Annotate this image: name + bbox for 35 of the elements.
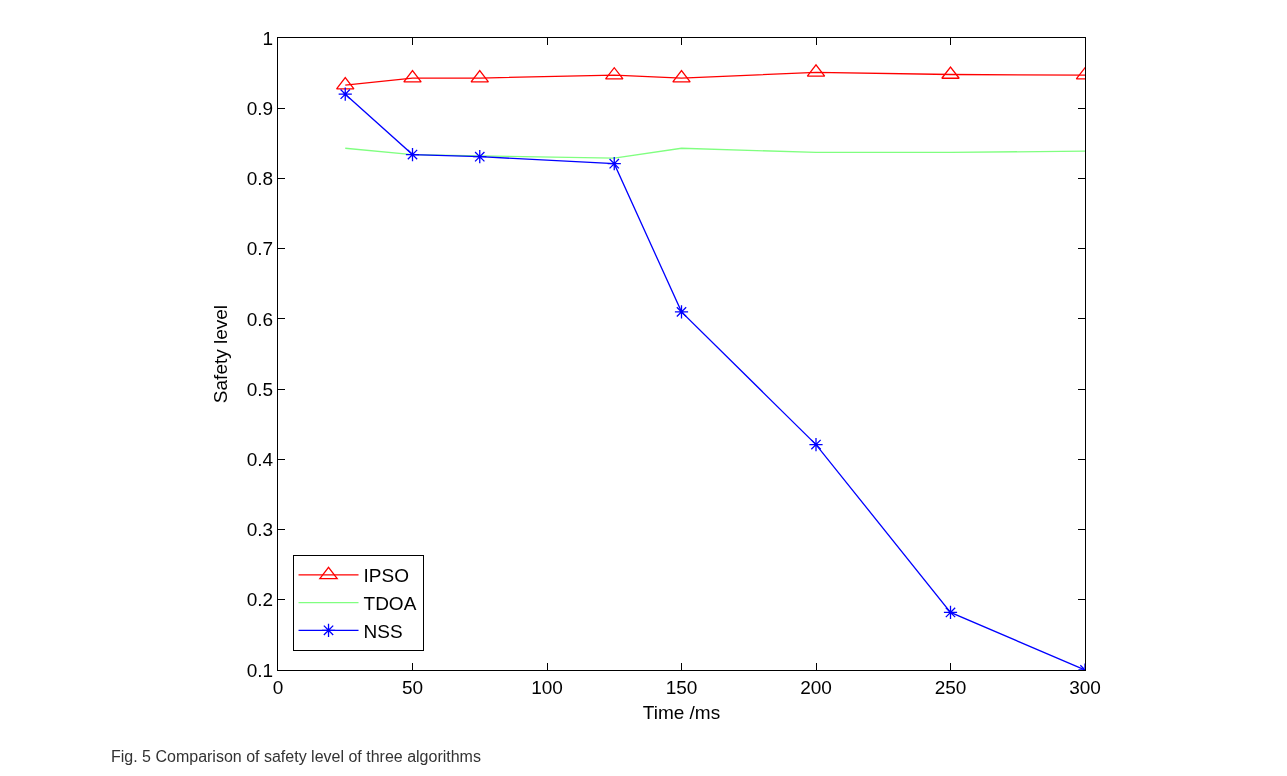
point	[674, 304, 689, 320]
y-tick-label: 0.8	[246, 168, 274, 190]
y-tick-label: 0.4	[246, 448, 274, 470]
y-tick-label: 1	[262, 27, 274, 49]
y-axis-title: Safety level	[209, 304, 231, 404]
point	[403, 69, 422, 83]
y-tick-label: 0.3	[246, 519, 274, 541]
x-axis-title: Time /ms	[642, 701, 721, 723]
x-tick-label: 150	[665, 676, 698, 698]
legend-label: TDOA	[363, 593, 417, 614]
x-tick-label: 250	[934, 676, 967, 698]
x-tick-label: 300	[1069, 676, 1101, 698]
point	[470, 69, 490, 83]
point	[607, 156, 622, 171]
point	[943, 605, 958, 620]
caption: Fig. 5 Comparison of safety level of three algorithms	[111, 748, 481, 765]
point	[335, 76, 355, 90]
y-tick-label: 0.2	[246, 589, 274, 611]
x-tick-label: 50	[401, 676, 424, 698]
x-tick-label: 0	[272, 676, 284, 698]
y-tick-label: 0.6	[246, 308, 274, 330]
legend-label: NSS	[363, 620, 403, 642]
y-tick-label: 0.9	[246, 97, 274, 119]
point	[808, 437, 824, 452]
y-tick-label: 0.5	[246, 378, 274, 400]
point	[472, 149, 487, 164]
y-tick-label: 0.1	[246, 659, 274, 681]
legend-label: IPSO	[363, 565, 409, 587]
line-series	[344, 147, 1085, 159]
x-tick-label: 100	[531, 676, 563, 698]
point	[405, 147, 420, 162]
point	[338, 86, 353, 102]
point	[672, 69, 691, 83]
y-tick-label: 0.7	[246, 238, 274, 260]
x-tick-label: 200	[800, 676, 832, 698]
